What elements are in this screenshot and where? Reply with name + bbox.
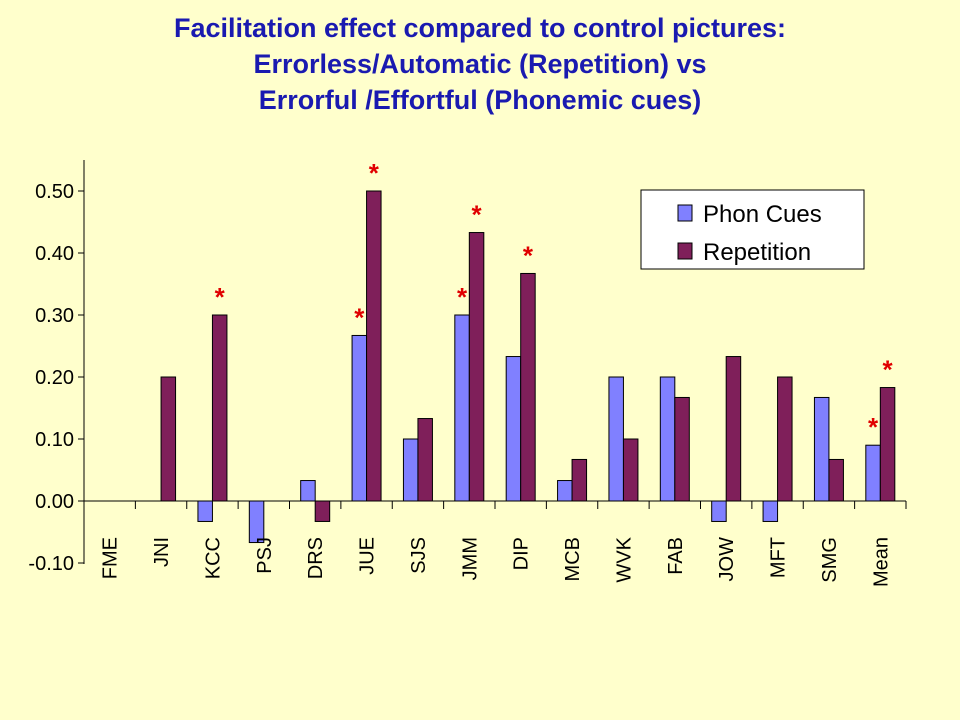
category-label-drs: DRS bbox=[305, 537, 327, 579]
category-label-jni: JNI bbox=[151, 537, 173, 567]
bar-phon-cues-mean bbox=[865, 444, 881, 502]
bar-repetition-fab bbox=[674, 396, 690, 502]
category-label-dip: DIP bbox=[511, 537, 533, 570]
bar-repetition-jue bbox=[366, 190, 382, 502]
chart-title: Facilitation effect compared to control … bbox=[0, 10, 960, 118]
legend: Phon Cues Repetition bbox=[640, 189, 865, 270]
y-tick-label: 0.50 bbox=[35, 181, 74, 203]
bar-repetition-smg bbox=[828, 458, 844, 502]
bar-phon-cues-dip bbox=[505, 356, 522, 502]
bar-repetition-drs bbox=[314, 500, 331, 522]
bars bbox=[160, 190, 896, 544]
y-tick-label: 0.10 bbox=[35, 429, 74, 451]
bar-phon-cues-smg bbox=[813, 396, 830, 502]
significance-star: * bbox=[354, 302, 365, 332]
chart-title-line-3: Errorful /Effortful (Phonemic cues) bbox=[258, 85, 702, 115]
y-tick-label: 0.00 bbox=[35, 491, 74, 513]
bar-phon-cues-psj bbox=[248, 500, 265, 544]
legend-label-repetition: Repetition bbox=[703, 239, 811, 266]
bar-phon-cues-fab bbox=[659, 376, 676, 502]
y-tick-label: 0.30 bbox=[35, 305, 74, 327]
significance-star: * bbox=[868, 412, 879, 442]
category-label-sjs: SJS bbox=[408, 537, 430, 574]
legend-swatch-repetition bbox=[677, 242, 693, 260]
significance-star: * bbox=[457, 282, 468, 312]
bar-repetition-mean bbox=[879, 387, 896, 502]
bar-repetition-jmm bbox=[468, 232, 485, 502]
category-label-mft: MFT bbox=[768, 537, 790, 578]
bar-phon-cues-jow bbox=[711, 500, 727, 522]
significance-star: * bbox=[472, 200, 483, 230]
legend-label-phon-cues: Phon Cues bbox=[703, 201, 822, 228]
bar-repetition-sjs bbox=[417, 418, 433, 502]
bar-repetition-jow bbox=[725, 356, 742, 502]
category-label-kcc: KCC bbox=[202, 537, 224, 579]
category-label-jue: JUE bbox=[357, 537, 379, 575]
chart-title-line-2: Errorless/Automatic (Repetition) vs bbox=[253, 49, 707, 79]
category-labels: FME JNI KCC PSJ DRS JUE SJS JMM DIP MCB WVK FAB JOW M… bbox=[100, 536, 893, 587]
significance-star: * bbox=[215, 282, 226, 312]
bar-repetition-wvk bbox=[622, 438, 639, 502]
bar-phon-cues-wvk bbox=[608, 376, 624, 502]
category-label-wvk: WVK bbox=[613, 536, 635, 582]
bar-repetition-mft bbox=[777, 376, 793, 502]
category-label-jmm: JMM bbox=[459, 537, 481, 580]
y-axis: -0.10 0.00 0.10 0.20 0.30 0.40 0.50 bbox=[28, 160, 85, 575]
bar-phon-cues-drs bbox=[300, 480, 316, 502]
legend-swatch-phon-cues bbox=[677, 204, 693, 222]
significance-star: * bbox=[369, 158, 380, 188]
bar-repetition-mcb bbox=[571, 458, 588, 502]
y-tick-label: 0.20 bbox=[35, 367, 74, 389]
bar-repetition-dip bbox=[520, 272, 536, 502]
category-label-fab: FAB bbox=[665, 537, 687, 575]
significance-star: * bbox=[883, 355, 894, 385]
category-label-psj: PSJ bbox=[254, 537, 276, 574]
bar-phon-cues-mcb bbox=[557, 480, 573, 502]
bar-phon-cues-jue bbox=[351, 334, 368, 502]
bar-phon-cues-jmm bbox=[454, 314, 470, 502]
category-label-mcb: MCB bbox=[562, 537, 584, 581]
category-label-mean: Mean bbox=[870, 537, 892, 587]
category-label-smg: SMG bbox=[819, 537, 841, 583]
chart-title-line-1: Facilitation effect compared to control … bbox=[173, 13, 787, 43]
significance-star: * bbox=[523, 240, 534, 270]
bar-phon-cues-mft bbox=[762, 500, 779, 522]
y-tick-label: 0.40 bbox=[35, 243, 74, 265]
bar-repetition-kcc bbox=[211, 314, 228, 502]
significance-markers: ******** bbox=[215, 158, 894, 442]
y-tick-label: -0.10 bbox=[28, 553, 74, 575]
bar-repetition-jni bbox=[160, 376, 177, 502]
category-label-jow: JOW bbox=[716, 537, 738, 582]
bar-phon-cues-sjs bbox=[402, 438, 419, 502]
category-label-fme: FME bbox=[100, 537, 122, 579]
bar-phon-cues-kcc bbox=[197, 500, 213, 522]
